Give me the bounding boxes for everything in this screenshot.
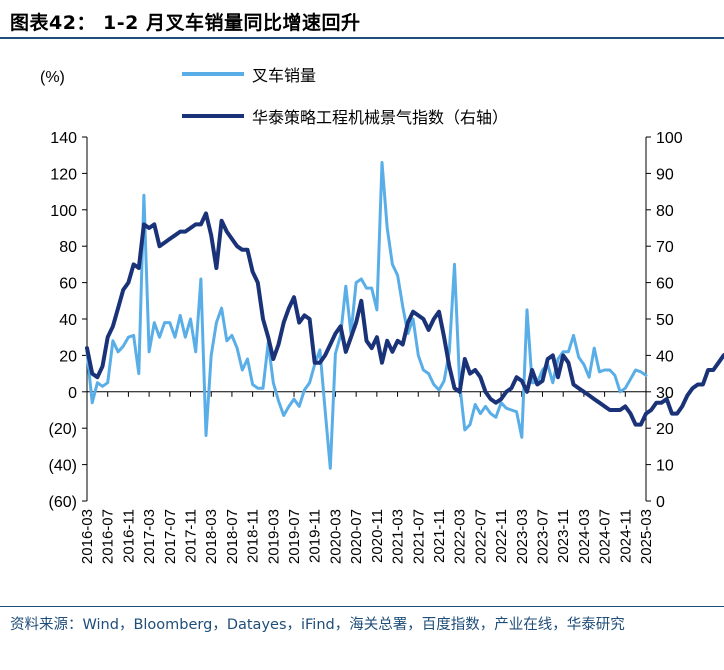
- left-axis-ticks: 140 120 100 80 60 40 20 0 (20) (40) (60): [49, 130, 87, 511]
- right-tick-label: 70: [656, 239, 674, 256]
- x-tick-label: 2024-11: [617, 509, 634, 563]
- right-tick-label: 30: [656, 385, 674, 402]
- x-tick-label: 2016-07: [100, 509, 117, 564]
- right-tick-label: 10: [656, 458, 674, 475]
- x-tick-label: 2020-11: [369, 509, 386, 563]
- x-tick-label: 2019-11: [307, 509, 324, 563]
- legend: 叉车销量 华泰策略工程机械景气指数（右轴）: [182, 67, 508, 127]
- x-tick-label: 2018-07: [224, 509, 241, 564]
- x-tick-label: 2018-11: [245, 509, 262, 563]
- x-tick-label: 2021-07: [410, 509, 427, 564]
- legend-label-index: 华泰策略工程机械景气指数（右轴）: [252, 109, 508, 127]
- left-tick-label: 40: [59, 312, 77, 329]
- x-tick-label: 2019-07: [286, 509, 303, 564]
- x-tick-label: 2023-11: [555, 509, 572, 563]
- x-tick-label: 2020-07: [348, 509, 365, 564]
- right-tick-label: 20: [656, 421, 674, 438]
- x-tick-label: 2021-11: [431, 509, 448, 563]
- right-tick-label: 0: [656, 494, 665, 511]
- x-tick-label: 2023-03: [514, 509, 531, 564]
- right-tick-label: 100: [656, 130, 683, 147]
- left-axis-unit-label: (%): [40, 69, 65, 86]
- left-tick-label: (60): [49, 494, 77, 511]
- left-tick-label: 60: [59, 276, 77, 293]
- left-tick-label: 0: [68, 385, 77, 402]
- x-tick-label: 2017-07: [162, 509, 179, 564]
- right-tick-label: 80: [656, 203, 674, 220]
- x-axis-ticks: 2016-03 2016-07 2016-11 2017-03 2017-07 2017-…: [79, 391, 655, 564]
- x-tick-label: 2017-03: [141, 509, 158, 564]
- x-tick-label: 2024-07: [597, 509, 614, 564]
- legend-label-forklift: 叉车销量: [252, 67, 316, 85]
- left-tick-label: 80: [59, 239, 77, 256]
- x-tick-label: 2019-03: [265, 509, 282, 564]
- series-lines: [85, 161, 724, 470]
- x-tick-label: 2016-03: [79, 509, 96, 564]
- axes: [86, 137, 647, 501]
- right-tick-label: 40: [656, 348, 674, 365]
- x-tick-label: 2023-07: [534, 509, 551, 564]
- left-tick-label: 120: [50, 166, 77, 183]
- left-tick-label: (40): [49, 458, 77, 475]
- series-line-index: [85, 211, 724, 427]
- x-tick-label: 2025-03: [638, 509, 655, 564]
- chart-title: 图表42： 1-2 月叉车销量同比增速回升: [10, 12, 361, 34]
- x-tick-label: 2022-07: [472, 509, 489, 564]
- x-tick-label: 2021-03: [390, 509, 407, 564]
- x-tick-label: 2018-03: [203, 509, 220, 564]
- right-tick-label: 90: [656, 166, 674, 183]
- x-tick-label: 2020-03: [327, 509, 344, 564]
- line-chart: (%) 叉车销量 华泰策略工程机械景气指数（右轴） 14012010080604…: [40, 67, 724, 564]
- x-tick-label: 2022-03: [452, 509, 469, 564]
- source-note: 资料来源：Wind，Bloomberg，Datayes，iFind，海关总署，百…: [10, 617, 625, 633]
- left-tick-label: 20: [59, 348, 77, 365]
- x-tick-label: 2016-11: [120, 509, 137, 563]
- x-tick-label: 2024-03: [576, 509, 593, 564]
- left-tick-label: 140: [50, 130, 77, 147]
- right-tick-label: 60: [656, 276, 674, 293]
- title-divider: [0, 37, 724, 39]
- footer-divider: [0, 606, 724, 607]
- right-tick-label: 50: [656, 312, 674, 329]
- x-tick-label: 2017-11: [183, 509, 200, 563]
- series-line-forklift: [85, 161, 648, 470]
- left-tick-label: (20): [49, 421, 77, 438]
- left-tick-label: 100: [50, 203, 77, 220]
- x-tick-label: 2022-11: [493, 509, 510, 563]
